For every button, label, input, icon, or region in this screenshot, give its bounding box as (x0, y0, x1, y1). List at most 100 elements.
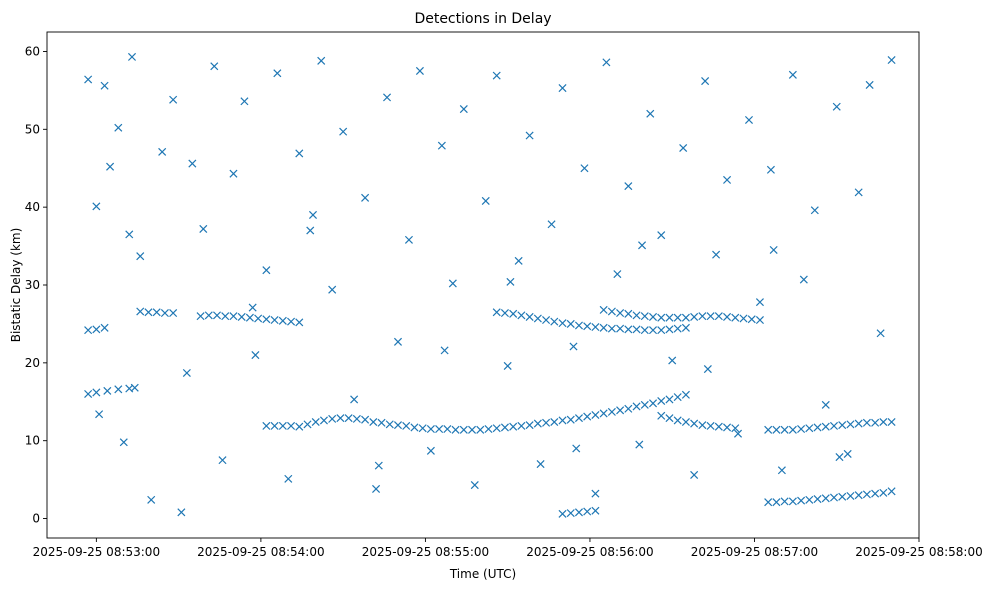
data-point (739, 314, 748, 323)
data-point (240, 97, 249, 106)
data-point (404, 235, 413, 244)
data-point (764, 425, 773, 434)
data-point (262, 421, 271, 430)
data-point (287, 421, 296, 430)
data-point (657, 411, 666, 420)
data-point (440, 346, 449, 355)
y-tick-label: 10 (25, 434, 40, 448)
data-point (574, 508, 583, 517)
data-point (169, 309, 178, 318)
data-point (509, 309, 518, 318)
data-point (665, 395, 674, 404)
data-point (503, 361, 512, 370)
data-point (188, 159, 197, 168)
data-point (484, 424, 493, 434)
data-point (583, 322, 592, 331)
data-point (706, 312, 715, 321)
data-point (887, 487, 896, 496)
data-point (114, 385, 123, 394)
data-point (690, 419, 699, 428)
data-point (871, 418, 880, 427)
data-point (646, 109, 655, 118)
data-point (402, 421, 411, 430)
data-point (385, 420, 394, 429)
data-point (613, 270, 622, 279)
data-point (443, 424, 452, 434)
data-point (182, 368, 191, 377)
data-point (130, 383, 139, 392)
data-point (788, 70, 797, 79)
data-point (278, 316, 287, 325)
data-point (492, 71, 501, 80)
data-point (879, 488, 888, 497)
data-point (640, 400, 649, 409)
data-point (591, 323, 600, 332)
x-tick-label: 2025-09-25 08:57:00 (691, 545, 818, 559)
data-point (690, 470, 699, 479)
data-point (229, 169, 238, 178)
data-point (221, 312, 230, 321)
data-point (476, 425, 485, 434)
data-point (295, 318, 304, 327)
data-point (306, 226, 315, 235)
data-point (706, 421, 715, 430)
data-point (262, 315, 271, 324)
data-point (393, 337, 403, 346)
data-point (199, 224, 208, 233)
data-point (278, 421, 287, 430)
data-point (572, 444, 581, 453)
data-point (887, 417, 896, 427)
x-tick-label: 2025-09-25 08:56:00 (526, 545, 653, 559)
data-point (295, 149, 304, 158)
data-point (144, 308, 153, 317)
data-point (558, 319, 567, 328)
data-point (813, 423, 822, 432)
data-point (287, 317, 296, 326)
data-point (517, 421, 526, 430)
data-point (273, 69, 282, 78)
data-point (747, 315, 756, 324)
data-point (829, 421, 839, 430)
data-point (723, 423, 732, 432)
data-point (871, 489, 880, 498)
data-point (810, 206, 819, 215)
data-point (210, 62, 219, 71)
data-point (361, 415, 370, 424)
data-point (764, 498, 773, 507)
data-point (492, 308, 501, 317)
data-point (566, 509, 575, 518)
data-point (284, 474, 293, 483)
data-point (418, 424, 427, 433)
data-point (731, 424, 740, 433)
data-point (319, 416, 328, 425)
data-point (328, 414, 337, 423)
data-point (599, 323, 608, 332)
data-point (624, 309, 633, 318)
data-point (127, 52, 137, 61)
data-point (780, 425, 789, 434)
y-tick-label: 50 (25, 122, 40, 136)
data-point (136, 252, 145, 261)
y-tick-label: 60 (25, 44, 40, 58)
data-point (583, 412, 592, 421)
data-point (772, 498, 781, 507)
data-point (673, 313, 682, 322)
data-point (169, 95, 178, 104)
data-point (673, 416, 682, 425)
data-point (769, 245, 778, 254)
data-point (492, 424, 501, 433)
data-point (481, 196, 490, 205)
data-point (295, 422, 304, 431)
data-point (339, 127, 348, 136)
data-point (624, 325, 633, 334)
data-point (648, 312, 658, 321)
data-point (673, 324, 682, 333)
data-point (574, 414, 583, 423)
data-point (212, 311, 222, 320)
data-point (237, 312, 246, 321)
data-point (821, 422, 830, 431)
chart-title: Detections in Delay (414, 11, 551, 27)
data-point (681, 390, 690, 399)
data-point (177, 508, 186, 517)
data-point (657, 231, 666, 240)
